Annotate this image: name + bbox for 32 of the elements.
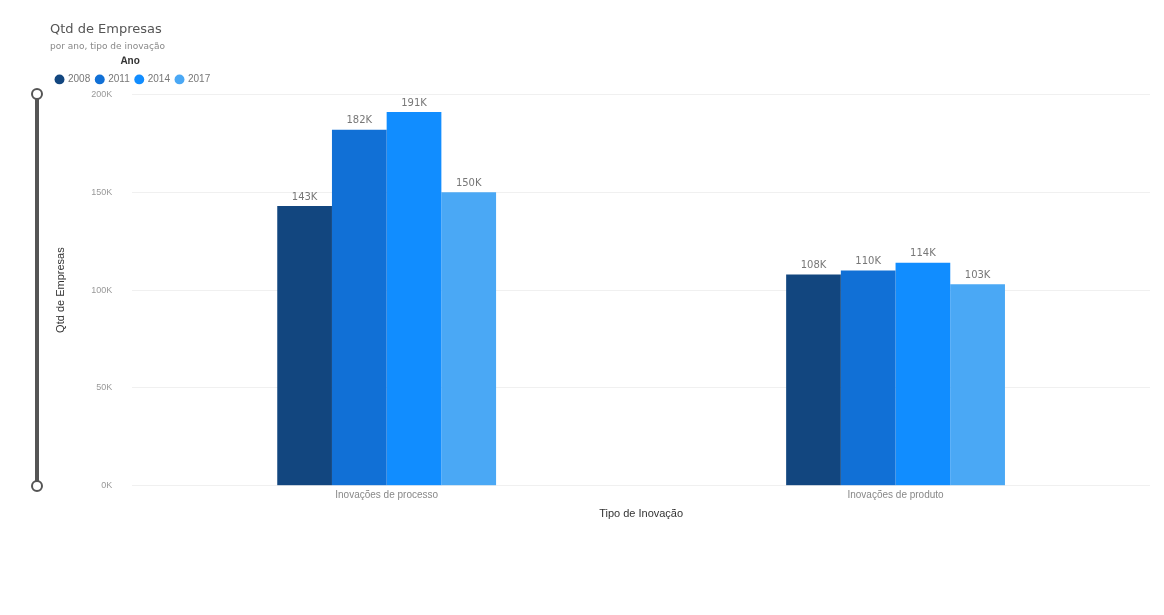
legend-label: 2014 <box>147 73 171 85</box>
bar <box>331 129 387 486</box>
bar <box>895 262 951 486</box>
legend-label: 2017 <box>188 73 211 85</box>
x-axis-title: Tipo de Inovação <box>599 507 684 520</box>
bar <box>950 284 1005 486</box>
data-label: 110K <box>855 255 882 267</box>
y-tick-label: 100K <box>91 284 113 295</box>
legend-label: 2011 <box>108 73 131 85</box>
bar <box>277 205 332 486</box>
bar <box>786 274 841 486</box>
y-tick-label: 150K <box>91 186 113 197</box>
x-tick-label: Inovações de produto <box>847 488 945 500</box>
y-tick-label: 200K <box>91 88 113 99</box>
legend-label: 2008 <box>68 73 91 85</box>
bar <box>441 192 497 486</box>
bar <box>840 270 896 486</box>
data-label: 114K <box>910 247 937 259</box>
data-label: 150K <box>455 176 482 188</box>
data-label: 182K <box>346 114 373 126</box>
data-label: 108K <box>800 259 827 271</box>
x-tick-label: Inovações de processo <box>335 488 439 500</box>
y-axis-title: Qtd de Empresas <box>53 246 66 333</box>
data-label: 191K <box>401 96 428 108</box>
y-tick-label: 0K <box>101 480 113 491</box>
data-label: 103K <box>964 268 991 280</box>
data-label: 143K <box>291 190 318 202</box>
chart-title: Qtd de Empresas <box>50 21 163 37</box>
y-tick-label: 50K <box>96 382 113 393</box>
chart-subtitle: por ano, tipo de inovação <box>50 41 166 52</box>
legend-title: Ano <box>120 55 140 67</box>
bar <box>386 112 442 486</box>
